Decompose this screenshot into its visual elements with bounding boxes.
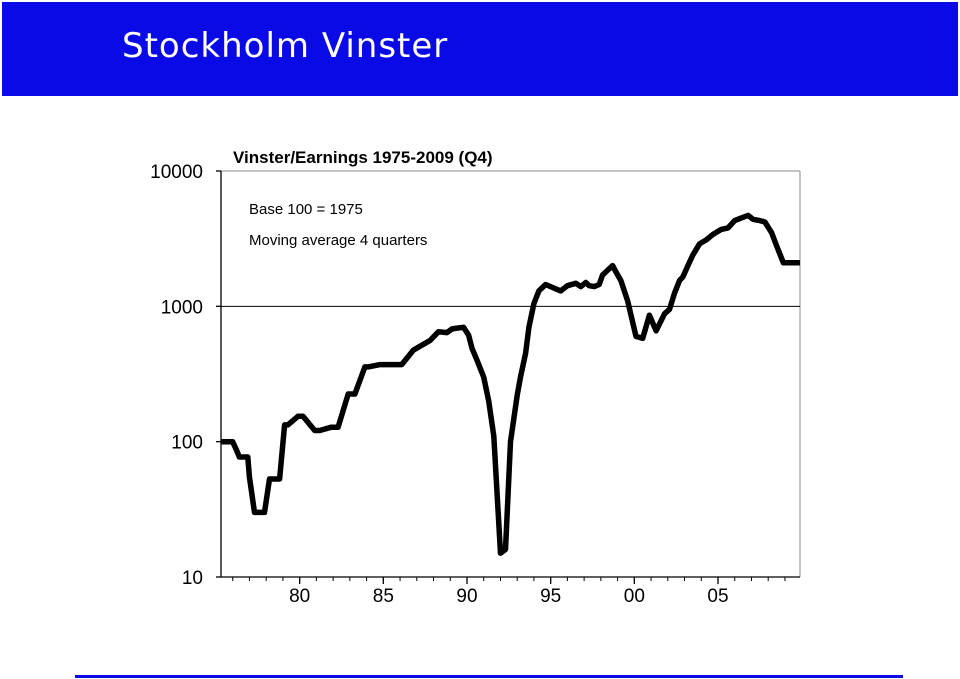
x-tick-label: 80 (289, 586, 310, 607)
chart-series (221, 212, 800, 556)
y-tick-label: 10 (182, 568, 203, 589)
slide-title: Stockholm Vinster (122, 26, 449, 66)
y-tick-label: 100 (171, 433, 203, 454)
y-tick-label: 1000 (161, 297, 203, 318)
x-tick-label: 05 (707, 586, 728, 607)
x-tick-label: 95 (540, 586, 561, 607)
earnings-line (221, 212, 800, 556)
x-tick-label: 90 (456, 586, 477, 607)
chart-annotation-moving-average: Moving average 4 quarters (249, 232, 427, 249)
x-tick-label: 00 (624, 586, 645, 607)
title-bar: Stockholm Vinster (2, 2, 958, 96)
chart-ticks: 10 100 1000 10000 80 85 90 95 00 05 (150, 162, 786, 607)
chart-axes (220, 170, 801, 578)
x-tick-label: 85 (373, 586, 394, 607)
chart-title: Vinster/Earnings 1975-2009 (Q4) (233, 148, 493, 167)
footer-rule (75, 675, 903, 678)
chart-annotation-base: Base 100 = 1975 (249, 201, 363, 218)
y-tick-label: 10000 (150, 162, 203, 183)
